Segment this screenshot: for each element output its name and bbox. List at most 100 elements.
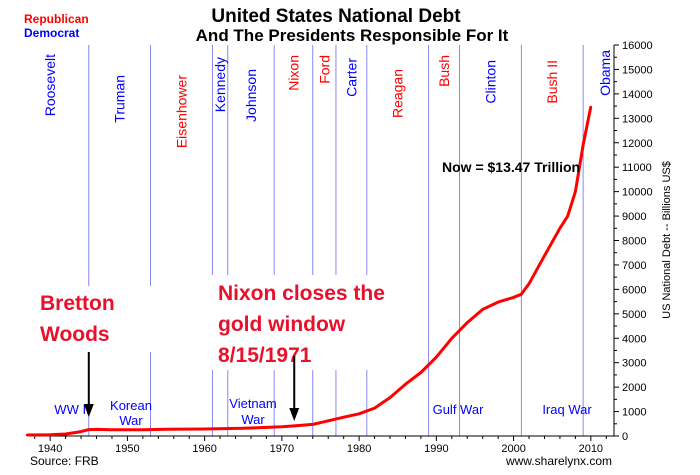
annotation-nixon: gold window <box>218 313 346 336</box>
war-label: War <box>241 412 265 427</box>
legend-republican: Republican <box>24 12 89 26</box>
debt-data-point <box>87 428 90 431</box>
president-label: Eisenhower <box>173 75 189 148</box>
debt-data-point <box>574 190 577 193</box>
debt-data-point <box>558 227 562 230</box>
y-tick-label: 2000 <box>622 382 646 394</box>
x-tick-label: 1980 <box>347 443 371 455</box>
debt-data-point <box>203 427 206 431</box>
president-label: Carter <box>343 58 359 97</box>
debt-data-point <box>419 371 423 374</box>
war-label: WW II <box>54 402 89 417</box>
y-tick-label: 8000 <box>622 236 646 248</box>
war-label: Vietnam <box>229 396 276 411</box>
president-label: Roosevelt <box>42 54 58 116</box>
y-tick-label: 4000 <box>622 333 646 345</box>
debt-data-point <box>311 423 314 426</box>
debt-data-point <box>296 424 299 427</box>
y-tick-label: 15000 <box>622 64 653 76</box>
debt-data-point <box>373 406 376 410</box>
y-tick-label: 6000 <box>622 284 646 296</box>
chart-subtitle: And The Presidents Responsible For It <box>196 26 509 45</box>
x-tick-label: 1960 <box>192 443 216 455</box>
y-tick-label: 13000 <box>622 113 653 125</box>
y-tick-label: 14000 <box>622 89 653 101</box>
president-label: Kennedy <box>212 57 228 112</box>
x-tick-label: 1940 <box>38 443 62 455</box>
chart-title: United States National Debt <box>211 6 461 27</box>
debt-data-point <box>481 308 484 311</box>
x-tick-label: 2000 <box>501 443 525 455</box>
debt-data-point <box>164 428 168 431</box>
president-label: Nixon <box>285 55 301 91</box>
debt-data-point <box>280 425 284 428</box>
y-axis-label: US National Debt -- Billions US$ <box>661 161 673 319</box>
debt-data-point <box>581 143 585 147</box>
annotation-nixon: Nixon closes the <box>218 282 385 305</box>
debt-data-point <box>327 419 330 423</box>
y-tick-label: 7000 <box>622 260 646 272</box>
debt-data-point <box>527 282 531 285</box>
debt-data-point <box>242 427 245 430</box>
debt-data-point <box>141 428 145 431</box>
debt-data-point <box>466 321 469 324</box>
debt-data-point <box>435 355 438 359</box>
debt-data-point <box>25 433 29 437</box>
debt-data-point <box>496 300 500 304</box>
president-label: Bush <box>436 55 452 87</box>
debt-data-point <box>342 415 345 419</box>
president-label: Johnson <box>243 69 259 122</box>
president-label: Ford <box>316 55 332 84</box>
annotation-bretton: Woods <box>40 323 110 346</box>
y-tick-label: 5000 <box>622 309 646 321</box>
website-label: www.sharelynx.com <box>505 454 612 468</box>
debt-data-point <box>357 412 361 416</box>
debt-data-point <box>126 428 129 431</box>
debt-data-point <box>48 433 52 436</box>
y-tick-label: 3000 <box>622 358 646 370</box>
x-tick-label: 1990 <box>424 443 448 455</box>
annotation-now: Now = $13.47 Trillion <box>442 159 580 175</box>
war-label: Iraq War <box>542 402 592 417</box>
debt-data-point <box>95 428 98 431</box>
debt-data-point <box>512 296 515 299</box>
debt-data-point <box>520 293 523 296</box>
y-tick-label: 16000 <box>622 40 653 52</box>
debt-data-point <box>79 430 83 433</box>
debt-data-point <box>589 105 593 109</box>
president-label: Reagan <box>390 69 406 118</box>
debt-series-line <box>26 106 593 437</box>
annotation-bretton: Bretton <box>40 292 115 315</box>
y-tick-label: 11000 <box>622 162 652 174</box>
war-label: Gulf War <box>433 402 484 417</box>
x-tick-label: 1950 <box>115 443 139 455</box>
bretton-box <box>30 286 156 352</box>
x-tick-label: 1970 <box>270 443 294 455</box>
bretton-arrow-head <box>83 404 94 417</box>
debt-data-point <box>388 396 392 399</box>
y-tick-label: 12000 <box>622 138 653 150</box>
president-label: Clinton <box>482 60 498 104</box>
y-tick-label: 10000 <box>622 187 653 199</box>
debt-data-point <box>110 428 114 431</box>
debt-data-point <box>404 382 407 386</box>
debt-data-point <box>64 432 67 436</box>
x-tick-label: 2010 <box>579 443 603 455</box>
y-tick-label: 9000 <box>622 211 646 223</box>
war-label: War <box>119 413 143 428</box>
source-label: Source: FRB <box>30 454 99 468</box>
y-tick-label: 1000 <box>622 407 646 419</box>
nixon-box <box>210 275 400 370</box>
nixon-arrow-head <box>289 408 300 421</box>
president-label: Obama <box>597 50 613 96</box>
y-tick-label: 0 <box>622 431 628 443</box>
annotation-nixon: 8/15/1971 <box>218 344 312 367</box>
president-label: Bush II <box>544 60 560 104</box>
debt-data-point <box>566 214 569 218</box>
war-label: Korean <box>110 398 152 413</box>
debt-data-point <box>450 337 454 340</box>
legend-democrat: Democrat <box>24 26 79 40</box>
president-label: Truman <box>112 75 128 123</box>
